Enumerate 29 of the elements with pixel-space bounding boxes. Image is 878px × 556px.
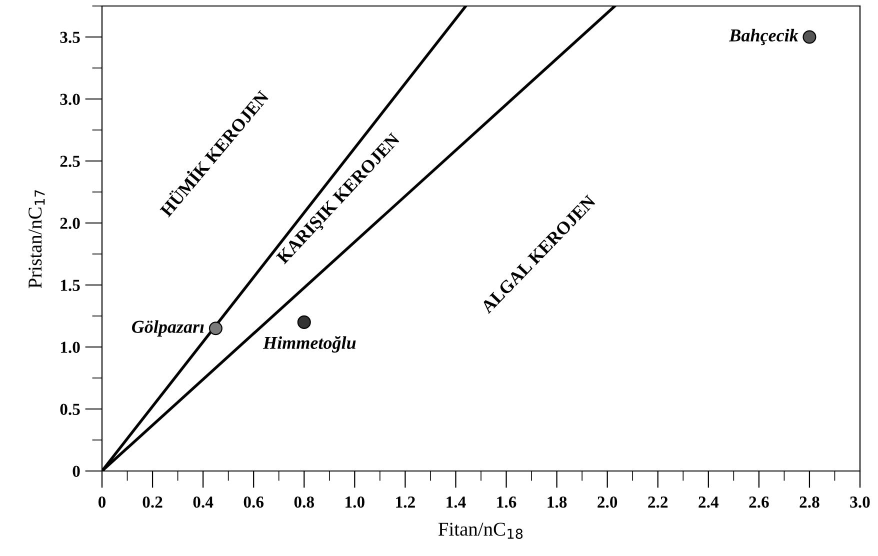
y-tick-label: 1.0 [60,342,80,354]
series-label: Himmetoğlu [262,336,356,353]
x-tick-label: 1.4 [446,496,466,508]
y-tick-label: 2.5 [60,156,80,168]
x-tick-label: 2.2 [648,496,668,508]
y-axis-title: Pristan/nC$_{17}$ [28,190,45,288]
x-tick-label: 2.6 [749,496,769,508]
x-tick-label: 2.0 [598,496,618,508]
x-tick-label: 0.6 [244,496,264,508]
x-tick-label: 1.6 [497,496,516,508]
x-tick-label: 0 [98,496,106,508]
x-tick-label: 2.4 [698,496,719,508]
y-tick-label: 1.5 [60,280,80,292]
x-tick-label: 0.2 [142,496,162,508]
x-tick-label: 0.8 [294,496,314,508]
y-tick-label: 3.0 [60,94,80,106]
series-label: Gölpazarı [132,320,204,337]
x-tick-label: 1.2 [396,496,415,508]
x-tick-label: 3.0 [850,496,870,508]
x-tick-label: 0.4 [193,496,214,508]
y-tick-label: 2.0 [60,218,80,230]
y-tick-label: 0.5 [60,404,80,416]
y-tick-label: 3.5 [60,32,80,44]
x-tick-label: 1.0 [346,496,364,508]
series-label: Bahçecik [728,28,798,46]
x-axis-title: Fitan/nC$_{18}$ [438,522,523,539]
x-tick-label: 2.8 [800,496,820,508]
x-tick-label: 1.8 [548,496,567,508]
y-tick-label: 0 [72,466,80,477]
